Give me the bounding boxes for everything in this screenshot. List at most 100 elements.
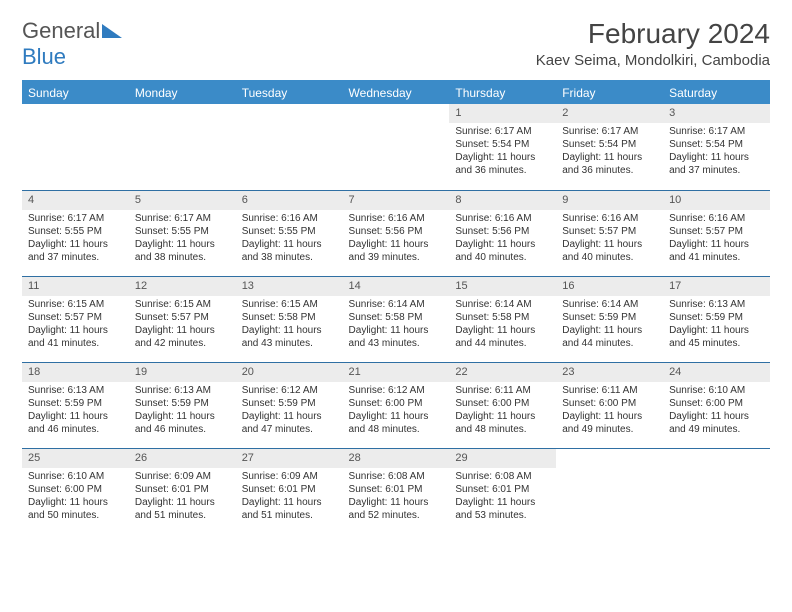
calendar-cell: 4Sunrise: 6:17 AMSunset: 5:55 PMDaylight… <box>22 190 129 276</box>
calendar-cell: 1Sunrise: 6:17 AMSunset: 5:54 PMDaylight… <box>449 104 556 190</box>
day-details: Sunrise: 6:15 AMSunset: 5:58 PMDaylight:… <box>236 296 343 354</box>
calendar-row: 1Sunrise: 6:17 AMSunset: 5:54 PMDaylight… <box>22 104 770 190</box>
day-number: 7 <box>343 191 450 210</box>
day-number: 3 <box>663 104 770 123</box>
calendar-cell <box>556 448 663 534</box>
day-number: 4 <box>22 191 129 210</box>
day-details: Sunrise: 6:16 AMSunset: 5:57 PMDaylight:… <box>663 210 770 268</box>
calendar-cell: 17Sunrise: 6:13 AMSunset: 5:59 PMDayligh… <box>663 276 770 362</box>
calendar-cell: 23Sunrise: 6:11 AMSunset: 6:00 PMDayligh… <box>556 362 663 448</box>
day-details: Sunrise: 6:12 AMSunset: 6:00 PMDaylight:… <box>343 382 450 440</box>
calendar-cell: 24Sunrise: 6:10 AMSunset: 6:00 PMDayligh… <box>663 362 770 448</box>
day-number: 26 <box>129 449 236 468</box>
day-details: Sunrise: 6:14 AMSunset: 5:59 PMDaylight:… <box>556 296 663 354</box>
day-details: Sunrise: 6:16 AMSunset: 5:57 PMDaylight:… <box>556 210 663 268</box>
calendar-cell: 13Sunrise: 6:15 AMSunset: 5:58 PMDayligh… <box>236 276 343 362</box>
calendar-row: 4Sunrise: 6:17 AMSunset: 5:55 PMDaylight… <box>22 190 770 276</box>
calendar-cell: 2Sunrise: 6:17 AMSunset: 5:54 PMDaylight… <box>556 104 663 190</box>
day-header: Saturday <box>663 81 770 104</box>
day-details: Sunrise: 6:13 AMSunset: 5:59 PMDaylight:… <box>129 382 236 440</box>
day-details: Sunrise: 6:16 AMSunset: 5:56 PMDaylight:… <box>343 210 450 268</box>
day-details: Sunrise: 6:13 AMSunset: 5:59 PMDaylight:… <box>22 382 129 440</box>
calendar-head: SundayMondayTuesdayWednesdayThursdayFrid… <box>22 81 770 104</box>
day-number: 1 <box>449 104 556 123</box>
calendar-body: 1Sunrise: 6:17 AMSunset: 5:54 PMDaylight… <box>22 104 770 534</box>
day-number: 21 <box>343 363 450 382</box>
day-number: 25 <box>22 449 129 468</box>
calendar-cell: 19Sunrise: 6:13 AMSunset: 5:59 PMDayligh… <box>129 362 236 448</box>
logo-general: General <box>22 18 100 43</box>
day-details: Sunrise: 6:08 AMSunset: 6:01 PMDaylight:… <box>449 468 556 526</box>
calendar-cell: 27Sunrise: 6:09 AMSunset: 6:01 PMDayligh… <box>236 448 343 534</box>
calendar-cell: 29Sunrise: 6:08 AMSunset: 6:01 PMDayligh… <box>449 448 556 534</box>
calendar-cell: 8Sunrise: 6:16 AMSunset: 5:56 PMDaylight… <box>449 190 556 276</box>
calendar-cell: 28Sunrise: 6:08 AMSunset: 6:01 PMDayligh… <box>343 448 450 534</box>
calendar-cell: 22Sunrise: 6:11 AMSunset: 6:00 PMDayligh… <box>449 362 556 448</box>
day-details: Sunrise: 6:12 AMSunset: 5:59 PMDaylight:… <box>236 382 343 440</box>
calendar-row: 18Sunrise: 6:13 AMSunset: 5:59 PMDayligh… <box>22 362 770 448</box>
logo-triangle-icon <box>102 24 122 38</box>
calendar-cell: 26Sunrise: 6:09 AMSunset: 6:01 PMDayligh… <box>129 448 236 534</box>
day-details: Sunrise: 6:13 AMSunset: 5:59 PMDaylight:… <box>663 296 770 354</box>
calendar-cell: 7Sunrise: 6:16 AMSunset: 5:56 PMDaylight… <box>343 190 450 276</box>
logo-text: General Blue <box>22 18 122 70</box>
day-number: 2 <box>556 104 663 123</box>
calendar-cell: 6Sunrise: 6:16 AMSunset: 5:55 PMDaylight… <box>236 190 343 276</box>
day-details: Sunrise: 6:15 AMSunset: 5:57 PMDaylight:… <box>22 296 129 354</box>
day-number: 12 <box>129 277 236 296</box>
day-header: Tuesday <box>236 81 343 104</box>
calendar-cell: 18Sunrise: 6:13 AMSunset: 5:59 PMDayligh… <box>22 362 129 448</box>
day-details: Sunrise: 6:10 AMSunset: 6:00 PMDaylight:… <box>22 468 129 526</box>
calendar-cell: 14Sunrise: 6:14 AMSunset: 5:58 PMDayligh… <box>343 276 450 362</box>
day-number: 11 <box>22 277 129 296</box>
calendar-row: 11Sunrise: 6:15 AMSunset: 5:57 PMDayligh… <box>22 276 770 362</box>
day-number: 8 <box>449 191 556 210</box>
day-number: 17 <box>663 277 770 296</box>
calendar-cell: 11Sunrise: 6:15 AMSunset: 5:57 PMDayligh… <box>22 276 129 362</box>
day-details: Sunrise: 6:14 AMSunset: 5:58 PMDaylight:… <box>449 296 556 354</box>
calendar-row: 25Sunrise: 6:10 AMSunset: 6:00 PMDayligh… <box>22 448 770 534</box>
day-details: Sunrise: 6:11 AMSunset: 6:00 PMDaylight:… <box>556 382 663 440</box>
calendar-cell <box>129 104 236 190</box>
day-number: 15 <box>449 277 556 296</box>
day-details: Sunrise: 6:17 AMSunset: 5:55 PMDaylight:… <box>129 210 236 268</box>
logo: General Blue <box>22 18 122 70</box>
day-header: Monday <box>129 81 236 104</box>
day-number: 13 <box>236 277 343 296</box>
calendar-cell: 25Sunrise: 6:10 AMSunset: 6:00 PMDayligh… <box>22 448 129 534</box>
day-number: 6 <box>236 191 343 210</box>
day-details: Sunrise: 6:17 AMSunset: 5:54 PMDaylight:… <box>449 123 556 181</box>
day-number: 16 <box>556 277 663 296</box>
day-number: 28 <box>343 449 450 468</box>
day-header: Wednesday <box>343 81 450 104</box>
calendar-cell <box>22 104 129 190</box>
day-number: 9 <box>556 191 663 210</box>
day-details: Sunrise: 6:16 AMSunset: 5:55 PMDaylight:… <box>236 210 343 268</box>
day-details: Sunrise: 6:10 AMSunset: 6:00 PMDaylight:… <box>663 382 770 440</box>
day-number: 23 <box>556 363 663 382</box>
logo-blue: Blue <box>22 44 66 69</box>
day-details: Sunrise: 6:11 AMSunset: 6:00 PMDaylight:… <box>449 382 556 440</box>
day-details: Sunrise: 6:08 AMSunset: 6:01 PMDaylight:… <box>343 468 450 526</box>
day-number: 10 <box>663 191 770 210</box>
day-header: Sunday <box>22 81 129 104</box>
calendar-cell <box>236 104 343 190</box>
day-header-row: SundayMondayTuesdayWednesdayThursdayFrid… <box>22 81 770 104</box>
title-block: February 2024 Kaev Seima, Mondolkiri, Ca… <box>536 18 770 69</box>
day-details: Sunrise: 6:09 AMSunset: 6:01 PMDaylight:… <box>129 468 236 526</box>
location: Kaev Seima, Mondolkiri, Cambodia <box>536 52 770 69</box>
calendar-cell: 5Sunrise: 6:17 AMSunset: 5:55 PMDaylight… <box>129 190 236 276</box>
calendar-cell <box>343 104 450 190</box>
month-title: February 2024 <box>536 18 770 50</box>
day-details: Sunrise: 6:15 AMSunset: 5:57 PMDaylight:… <box>129 296 236 354</box>
day-header: Thursday <box>449 81 556 104</box>
day-details: Sunrise: 6:17 AMSunset: 5:55 PMDaylight:… <box>22 210 129 268</box>
calendar-cell: 12Sunrise: 6:15 AMSunset: 5:57 PMDayligh… <box>129 276 236 362</box>
day-details: Sunrise: 6:16 AMSunset: 5:56 PMDaylight:… <box>449 210 556 268</box>
calendar-cell: 20Sunrise: 6:12 AMSunset: 5:59 PMDayligh… <box>236 362 343 448</box>
day-details: Sunrise: 6:09 AMSunset: 6:01 PMDaylight:… <box>236 468 343 526</box>
day-number: 18 <box>22 363 129 382</box>
calendar-cell: 9Sunrise: 6:16 AMSunset: 5:57 PMDaylight… <box>556 190 663 276</box>
day-number: 19 <box>129 363 236 382</box>
calendar-cell: 10Sunrise: 6:16 AMSunset: 5:57 PMDayligh… <box>663 190 770 276</box>
